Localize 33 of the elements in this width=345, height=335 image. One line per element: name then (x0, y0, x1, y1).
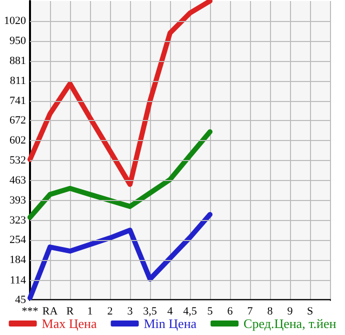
x-tick-label: R (66, 306, 74, 318)
x-tick-label: *** (22, 306, 38, 318)
x-tick-label: S (306, 306, 314, 318)
y-tick-label: 741 (10, 94, 26, 107)
y-tick-label: 393 (10, 194, 26, 206)
y-tick-label: 45 (15, 294, 26, 306)
x-tick-label: 6 (227, 306, 234, 318)
x-tick-label: 9 (287, 306, 294, 318)
y-tick-label: 811 (10, 74, 26, 87)
x-tick-label: 4,5 (183, 306, 198, 318)
x-tick-label: 1 (87, 306, 93, 318)
y-tick-label: 254 (10, 234, 26, 246)
legend-label: Max Цена (42, 316, 97, 331)
y-tick-label: 114 (10, 274, 26, 286)
y-tick-label: 672 (10, 114, 26, 127)
x-tick-label: RA (42, 306, 58, 318)
x-tick-label: 7 (247, 306, 254, 318)
legend-label: Сред.Цена, т.йен (244, 316, 336, 331)
y-tick-label: 184 (10, 254, 26, 266)
y-tick-label: 323 (10, 214, 26, 226)
y-tick-label: 881 (10, 54, 26, 67)
x-tick-label: 3,5 (143, 306, 158, 318)
y-tick-label: 602 (10, 134, 26, 147)
y-tick-label: 463 (10, 174, 26, 186)
y-tick-label: 532 (10, 154, 26, 167)
x-tick-label: 4 (167, 306, 174, 318)
x-tick-label: 2 (107, 306, 113, 318)
y-tick-label: 950 (10, 35, 26, 48)
y-tick-label: 1020 (4, 15, 26, 28)
x-tick-label: 5 (207, 306, 214, 318)
x-tick-label: 8 (267, 306, 274, 318)
x-tick-label: 3 (127, 306, 134, 318)
legend-label: Min Цена (144, 316, 197, 331)
